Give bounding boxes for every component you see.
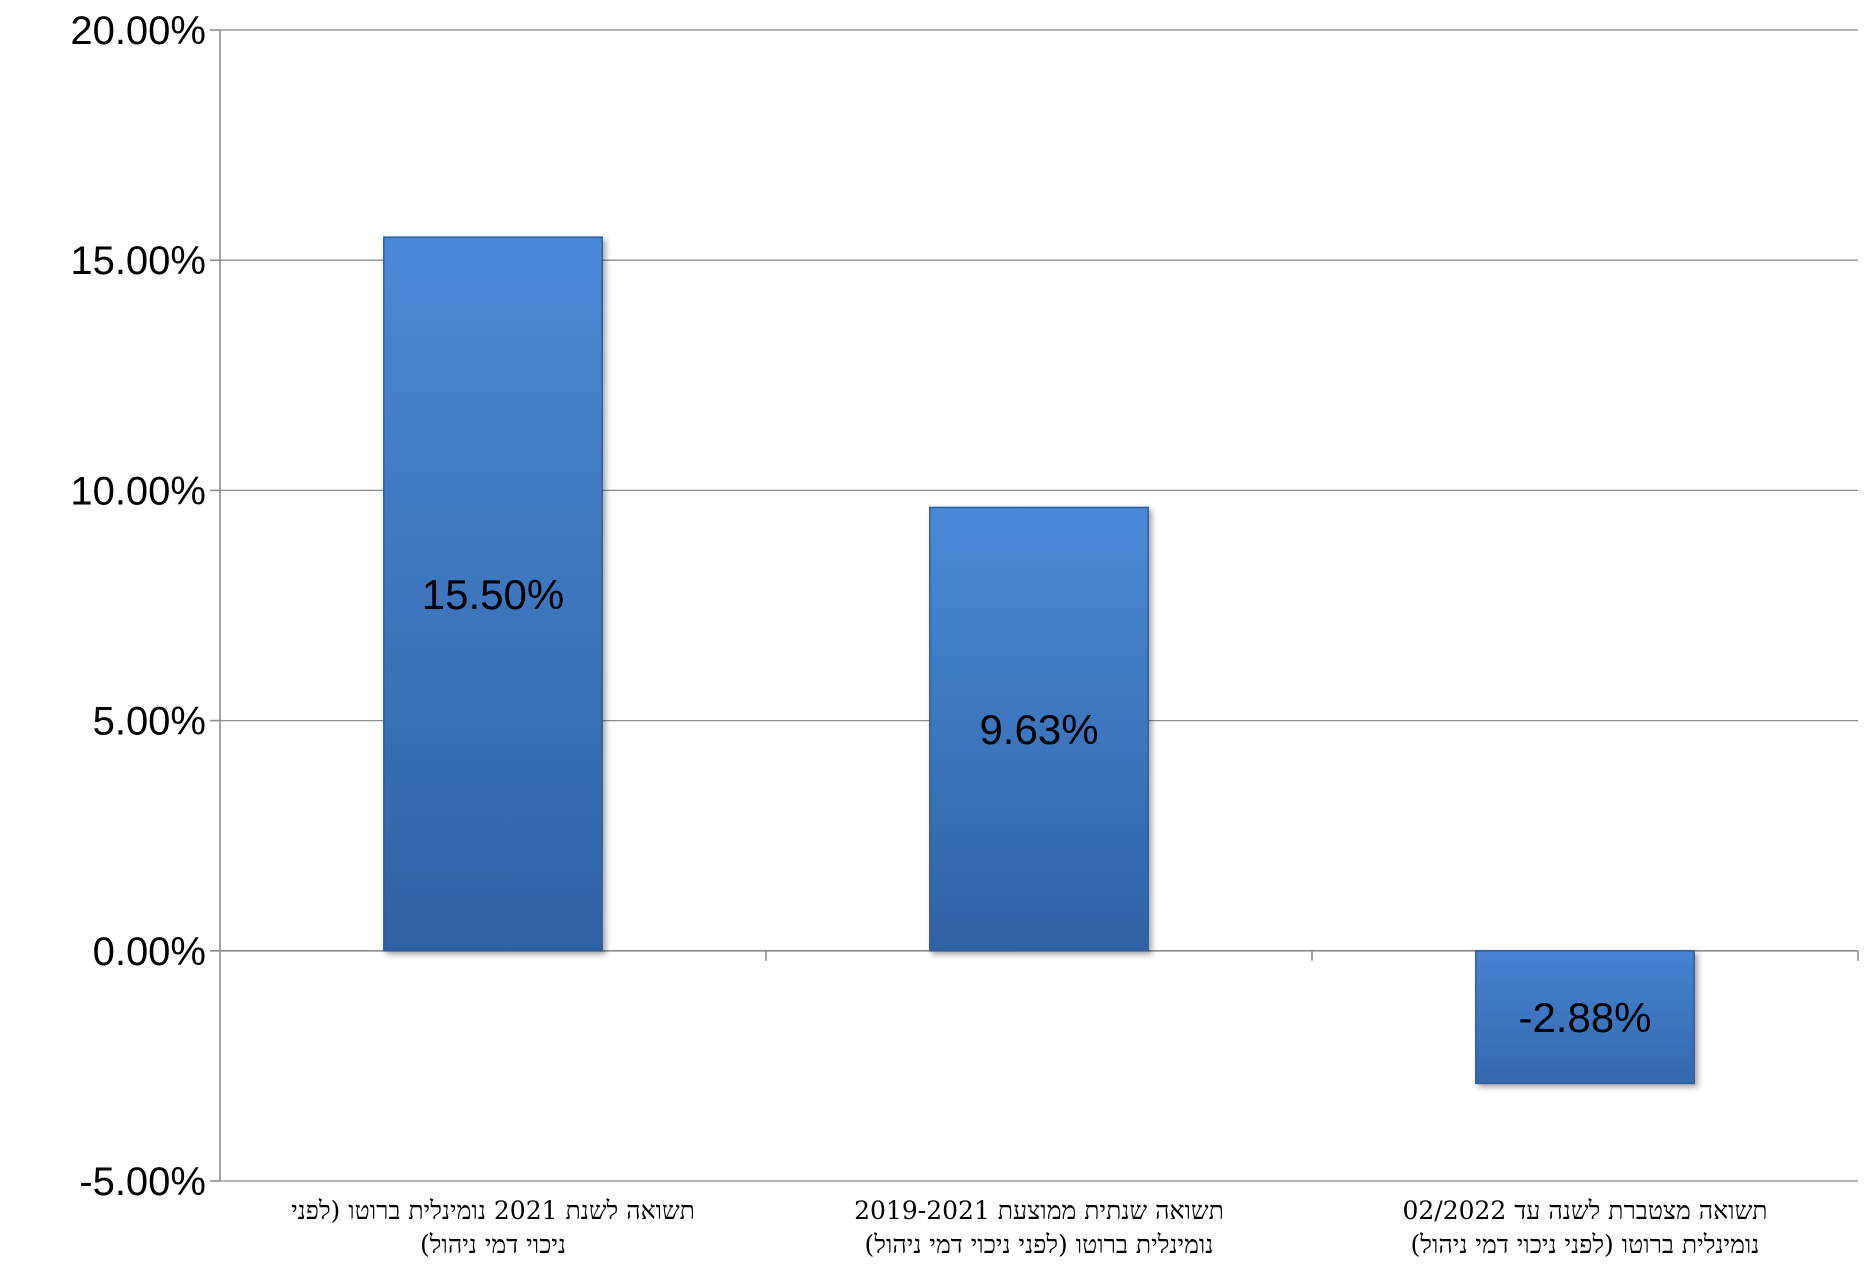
x-tick-label: תשואה מצטברת לשנה עד 02/2022 bbox=[1402, 1196, 1767, 1225]
y-tick-label: 0.00% bbox=[93, 930, 206, 974]
labels: 20.00% 15.00% 10.00% 5.00% 0.00% -5.00% 15.50%… bbox=[70, 9, 1767, 1259]
x-tick-label: נומינלית ברוטו (לפני ניכוי דמי ניהול) bbox=[1411, 1230, 1760, 1259]
x-tick-label: נומינלית ברוטו (לפני ניכוי דמי ניהול) bbox=[865, 1230, 1214, 1259]
y-tick-label: 20.00% bbox=[70, 9, 206, 53]
y-tick-label: 10.00% bbox=[70, 469, 206, 513]
data-label: -2.88% bbox=[1518, 994, 1651, 1041]
bar bbox=[1475, 950, 1695, 1085]
x-tick-label: תשואה שנתית ממוצעת 2019-2021 bbox=[854, 1196, 1224, 1225]
data-label: 15.50% bbox=[422, 571, 564, 618]
bar bbox=[383, 236, 603, 952]
y-tick-label: 5.00% bbox=[93, 700, 206, 744]
data-label: 9.63% bbox=[979, 706, 1098, 753]
x-tick-label: ניכוי דמי ניהול) bbox=[420, 1230, 566, 1259]
bar bbox=[929, 506, 1149, 952]
y-tick-label: -5.00% bbox=[79, 1160, 206, 1204]
bars bbox=[383, 236, 1695, 1085]
y-tick-label: 15.00% bbox=[70, 239, 206, 283]
x-tick-label: תשואה לשנת 2021 נומינלית ברוטו (לפני bbox=[291, 1196, 695, 1225]
